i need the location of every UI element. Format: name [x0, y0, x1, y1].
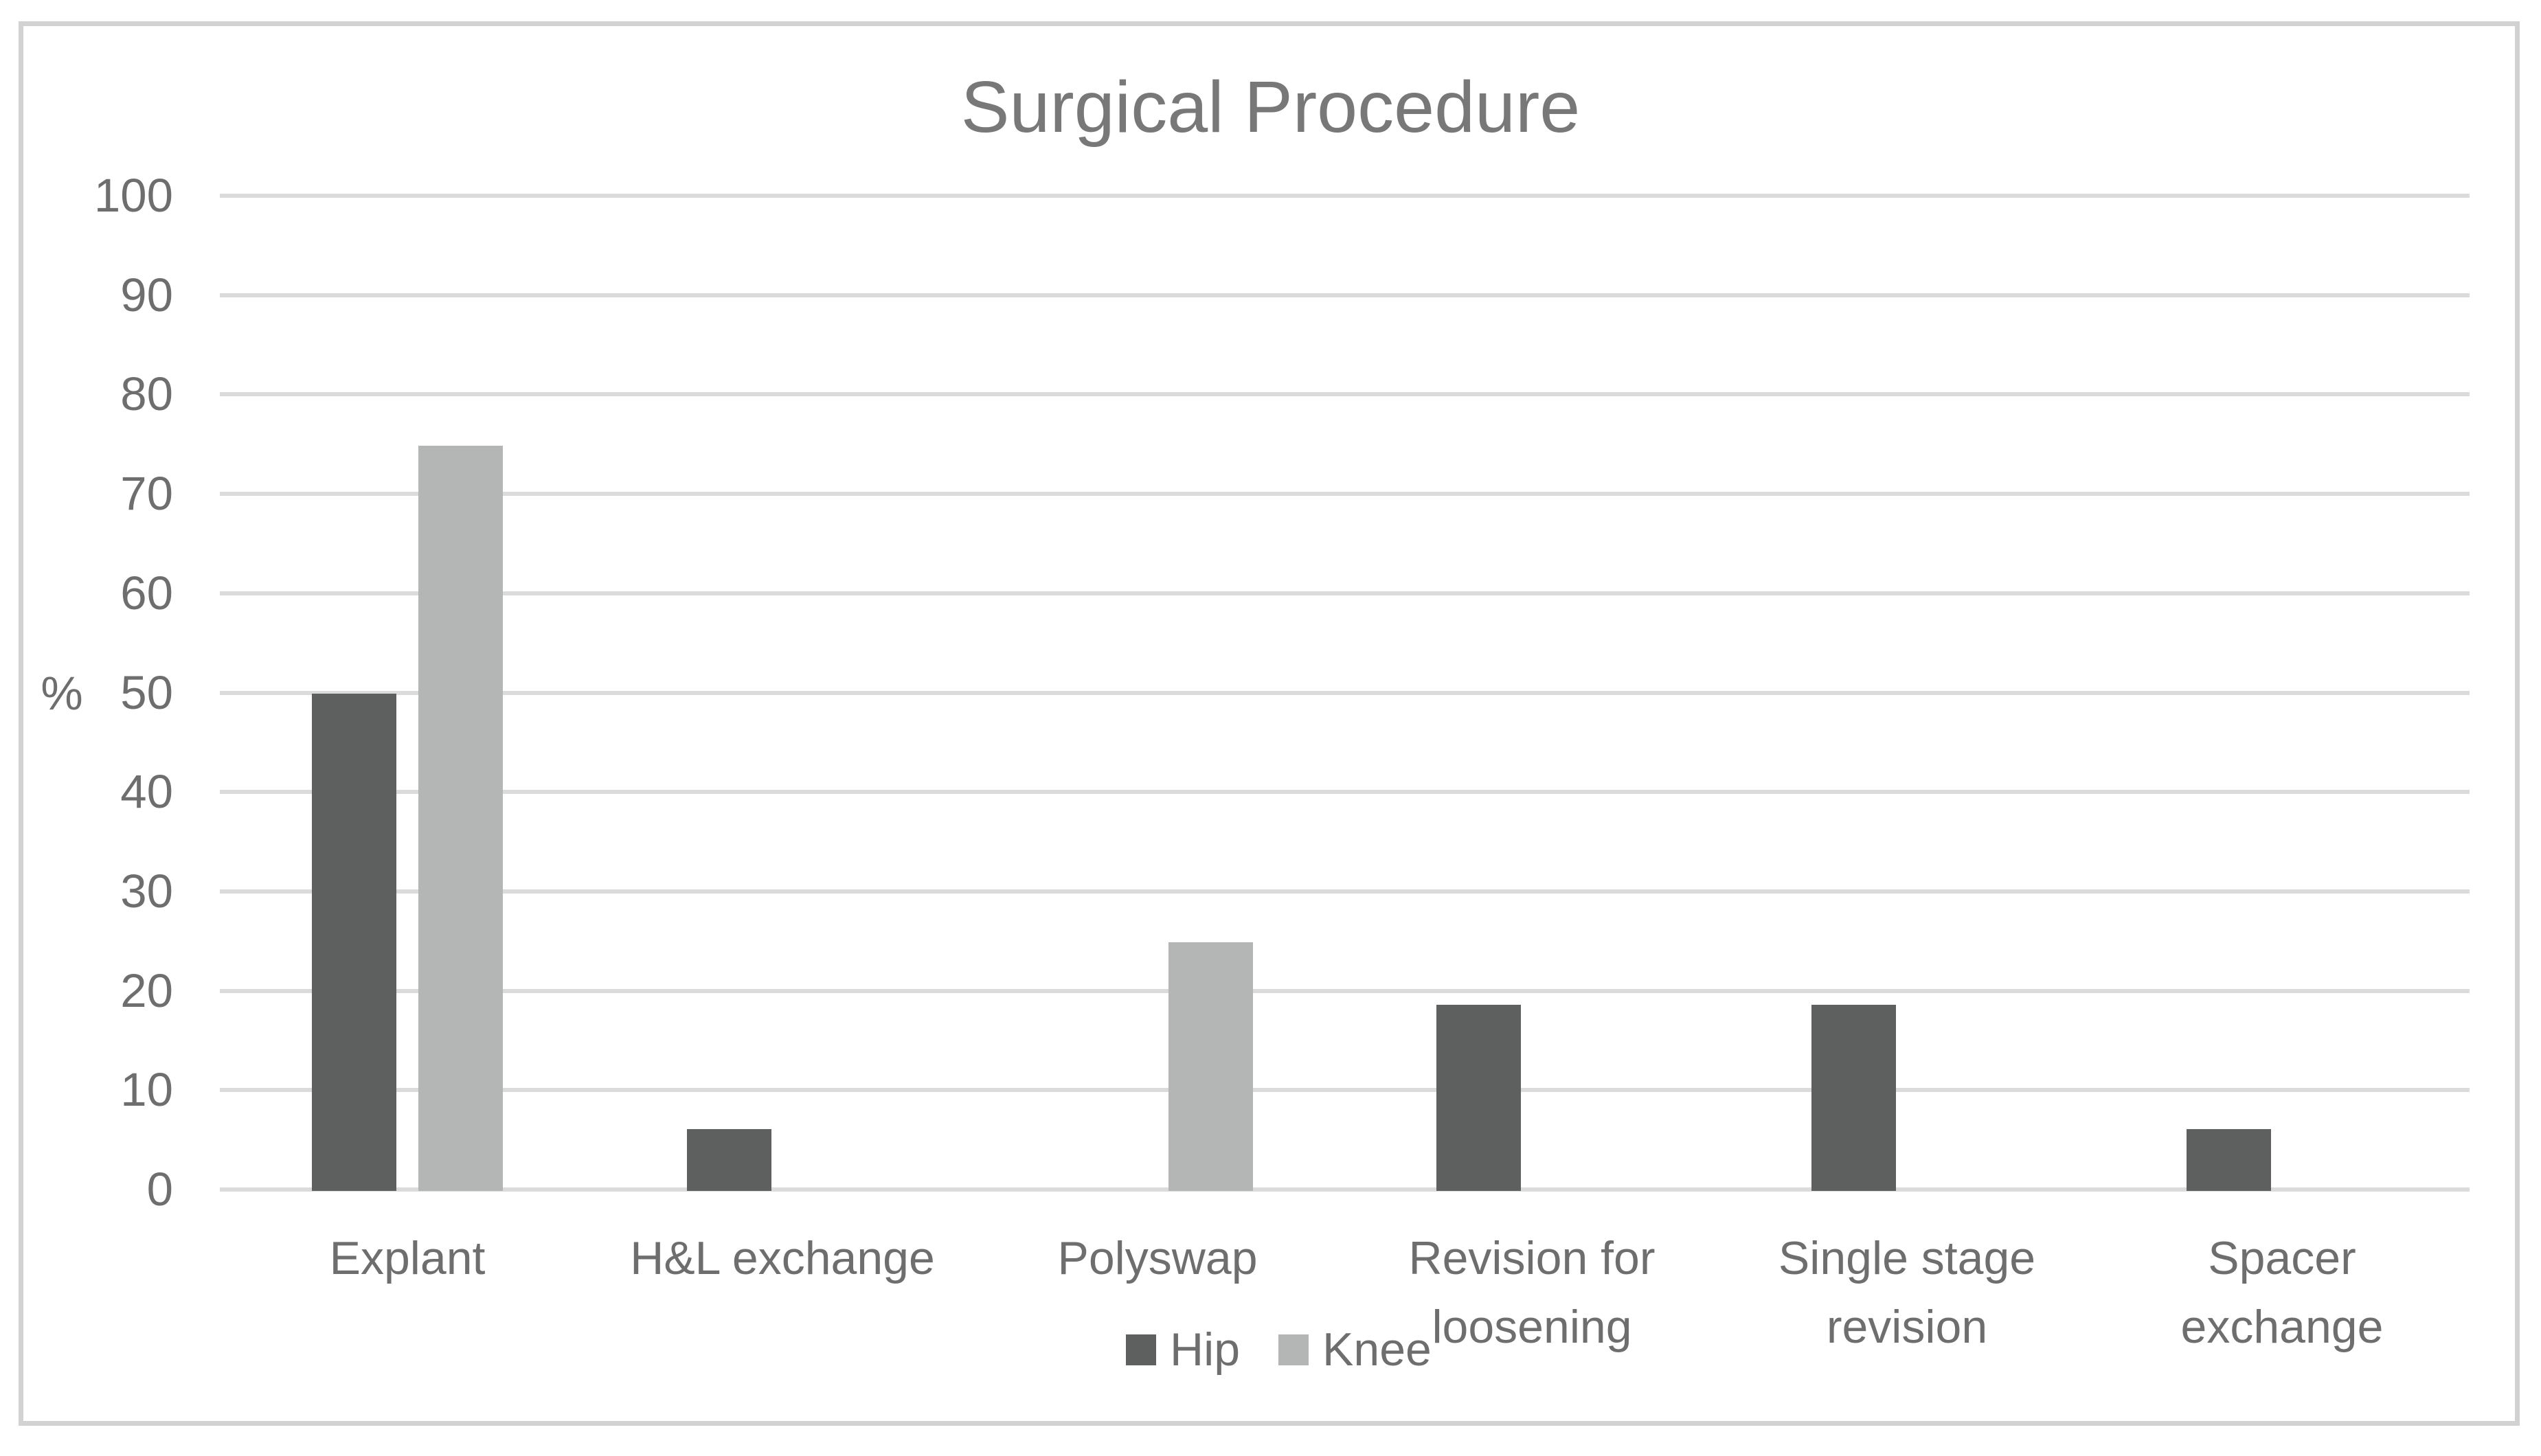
y-axis-tick-label-70: 70 — [120, 467, 173, 520]
y-axis-tick-label-90: 90 — [120, 269, 173, 321]
x-axis-category-label-spacer-exchange: Spacer exchange — [2180, 1232, 2384, 1353]
y-axis-title: % — [41, 667, 83, 720]
bar-hip-spacer-exchange — [2187, 1129, 2271, 1191]
x-axis-category-label-h-l-exchange: H&L exchange — [630, 1232, 935, 1284]
legend-label-hip: Hip — [1170, 1323, 1241, 1376]
gridline-0 — [220, 1187, 2470, 1192]
x-axis-category-label-explant: Explant — [329, 1232, 486, 1284]
bar-knee-polyswap — [1168, 942, 1253, 1191]
legend-item-knee: Knee — [1278, 1326, 1432, 1373]
y-axis-tick-label-40: 40 — [120, 765, 173, 818]
legend-swatch-hip — [1126, 1334, 1156, 1365]
gridline-70 — [220, 492, 2470, 496]
y-axis-tick-label-80: 80 — [120, 367, 173, 420]
y-axis-tick-label-50: 50 — [120, 666, 173, 719]
bar-hip-explant — [312, 694, 396, 1191]
x-axis-category-label-polyswap: Polyswap — [1057, 1232, 1258, 1284]
legend-item-hip: Hip — [1126, 1326, 1240, 1373]
y-axis-tick-label-0: 0 — [146, 1163, 173, 1216]
y-axis-tick-label-20: 20 — [120, 964, 173, 1017]
y-axis-tick-label-100: 100 — [93, 169, 173, 222]
legend: Hip Knee — [1126, 1326, 1432, 1373]
y-axis-tick-label-60: 60 — [120, 567, 173, 619]
gridline-90 — [220, 293, 2470, 297]
gridline-30 — [220, 889, 2470, 894]
bar-hip-single-stage-revision — [1811, 1005, 1896, 1191]
bar-hip-revision-for-loosening — [1436, 1005, 1521, 1191]
gridline-60 — [220, 591, 2470, 595]
gridline-40 — [220, 790, 2470, 794]
gridline-100 — [220, 194, 2470, 198]
gridline-10 — [220, 1088, 2470, 1092]
y-axis-tick-label-10: 10 — [120, 1063, 173, 1116]
gridline-20 — [220, 989, 2470, 993]
legend-swatch-knee — [1278, 1334, 1309, 1365]
gridline-80 — [220, 392, 2470, 396]
y-axis-tick-label-30: 30 — [120, 865, 173, 918]
bar-knee-explant — [418, 446, 503, 1191]
bar-hip-h-l-exchange — [687, 1129, 771, 1191]
chart-border-frame — [19, 21, 2520, 1426]
x-axis-category-label-revision-for-loosening: Revision for loosening — [1408, 1232, 1656, 1353]
gridline-50 — [220, 691, 2470, 695]
chart-title: Surgical Procedure — [960, 67, 1581, 148]
x-axis-category-label-single-stage-revision: Single stage revision — [1778, 1232, 2036, 1353]
legend-label-knee: Knee — [1322, 1323, 1432, 1376]
